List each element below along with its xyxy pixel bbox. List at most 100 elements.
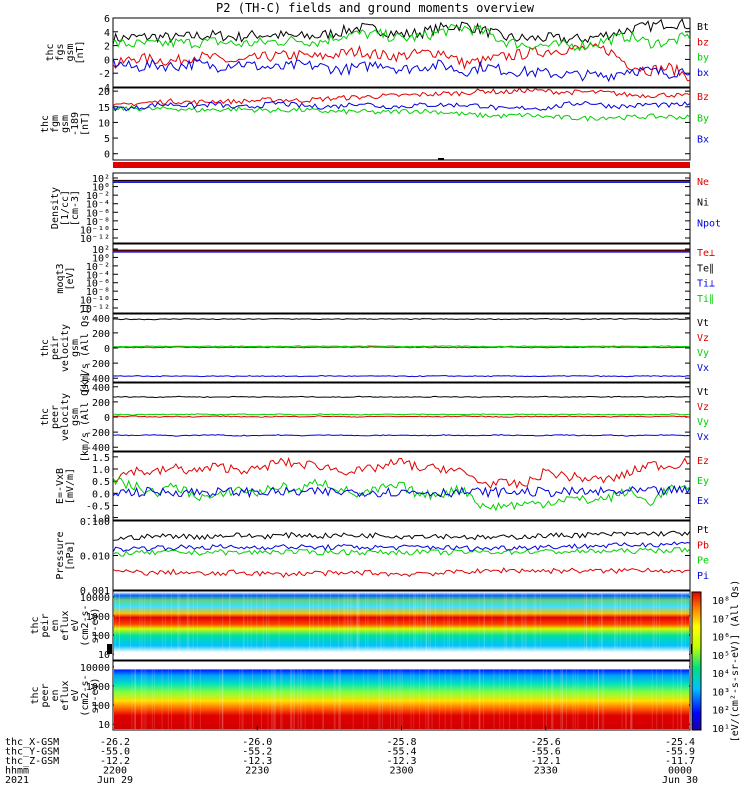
legend-Pe: Pe [697,556,709,567]
y-axis-label: en [50,619,61,631]
y-tick-label: 0.5 [92,477,110,488]
y-tick-label: 0 [104,150,110,161]
panel-peer_flux: thc peer en eflux eV (cm2-s-sr-eV) 10000 1000 10… [30,660,691,731]
x-tick-label: -55.2 [242,747,272,758]
page-title: P2 (TH-C) fields and ground moments over… [216,1,534,15]
series-line-Ez [112,456,691,490]
y-tick-label: 10⁻⁴ [86,270,110,281]
y-tick-label: 0.100 [80,517,110,528]
y-tick-label: 10⁻¹⁰ [80,296,110,307]
y-axis-label: eV [70,689,81,701]
colorbar-tick-label: 10⁴ [712,669,730,680]
y-tick-label: 15 [98,103,110,114]
series-line-Pt [112,530,691,541]
legend-Ey: Ey [697,476,709,487]
y-axis-label: eV [70,619,81,631]
legend-bx: bx [697,68,709,79]
panel-fgs: thc fgs gsm [nT] -4 -2 0 2 4 6 Bt bz by bx [45,14,709,94]
x-tick-label: -26.2 [100,737,130,748]
y-axis-label: [cm-3] [70,190,81,226]
series-line-Vy [112,345,691,348]
legend-Vz: Vz [697,333,709,344]
colorbar-tick-label: 10¹ [712,724,730,735]
x-tick-label: 2330 [534,766,558,777]
spectrogram-peer_flux [114,662,689,729]
x-row-label: thc_Y-GSM [5,747,59,758]
y-tick-label: 1.0 [92,465,110,476]
legend-Pt: Pt [697,525,709,536]
y-axis-label: fgs [55,43,66,61]
panel-pressure: Pressure [nPa] 0.100 0.010 0.001 Pt Pb Pe Pi [55,517,709,597]
legend-Vt: Vt [697,387,709,398]
y-axis-label: peer [50,405,61,429]
y-axis-label: thc [40,115,51,133]
y-axis-label: eflux [60,680,71,710]
y-axis-label: gsm [70,408,81,426]
legend-By: By [697,113,709,124]
y-tick-label: 10⁻² [86,262,110,273]
y-axis-label: en [50,689,61,701]
x-tick-label: -55.9 [665,747,695,758]
fgm-range-marker [438,158,444,160]
panel-peer_v: thc peer velocity gsm [km/s (All Qs)]-400 -20… [40,372,709,462]
y-axis-label: Pressure [55,531,66,579]
x-tick-label: 2230 [245,766,269,777]
x-tick-label: Jun 29 [97,775,133,786]
y-tick-label: -4 [98,83,110,94]
colorbar-tick-label: 10⁸ [712,596,730,607]
series-line-Pi [112,541,691,553]
y-axis-label: sr-eV) [90,677,101,713]
panel-frame [112,87,691,161]
series-line-Vt [112,317,691,321]
legend-Ni: Ni [697,198,709,209]
legend-Pb: Pb [697,540,709,551]
y-axis-label: thc [30,616,41,634]
legend-Vz: Vz [697,402,709,413]
x-tick-label: -26.0 [242,737,272,748]
y-axis-label: thc [30,686,41,704]
y-axis-label: (cm2-s- [80,674,91,716]
panel-peir_flux: thc peir en eflux eV (cm2-s-sr-eV) 10000 1000 10… [30,590,696,661]
y-axis-label: velocity [60,393,71,441]
y-tick-label: 400 [92,314,110,325]
legend-Bt: Bt [697,22,709,33]
x-tick-label: 2200 [103,766,127,777]
y-tick-label: 0 [104,344,110,355]
y-tick-label: 10⁻¹⁰ [80,225,110,236]
series-line-Pb [112,567,691,578]
legend-Ne: Ne [697,177,709,188]
y-tick-label: 4 [104,28,110,39]
y-tick-label: -200 [86,428,110,439]
y-axis-label: peir [40,613,51,637]
y-tick-label: 10 [98,118,110,129]
y-tick-label: 0 [104,55,110,66]
y-tick-label: 10² [92,245,110,256]
y-tick-label: -200 [86,359,110,370]
legend-Vt: Vt [697,318,709,329]
y-axis-label: [km/s (All Qs)] [80,303,91,393]
y-axis-label: thc [40,408,51,426]
y-tick-label: 10⁻¹² [80,304,110,315]
bin-marker [107,644,112,654]
y-tick-label: 10⁻¹² [80,234,110,245]
x-tick-label: -55.6 [531,747,561,758]
series-line-bz [112,42,691,82]
y-tick-label: 10 [98,720,110,731]
series-line-Pe [112,546,691,557]
series-line-bx [112,57,691,83]
x-tick-label: -25.4 [665,737,695,748]
y-tick-label: -400 [86,443,110,454]
fgm-range-bar [113,162,690,168]
y-axis-label: gsm [60,115,71,133]
y-axis-label: peer [40,683,51,707]
colorbar-tick-label: 10³ [712,687,730,698]
y-axis-label: [1/cc] [60,190,71,226]
x-tick-label: 0000 [668,766,692,777]
colorbar-tick-label: 10⁵ [712,651,730,662]
series-line-Vy [112,413,691,416]
panel-fgm: thc fgm gsm -189 [nT] 0 5 10 15 20 Bz By Bx [40,87,709,161]
y-tick-label: 0.001 [80,586,110,597]
y-axis-label: fgm [50,115,61,133]
y-tick-label: 1000 [86,612,110,623]
